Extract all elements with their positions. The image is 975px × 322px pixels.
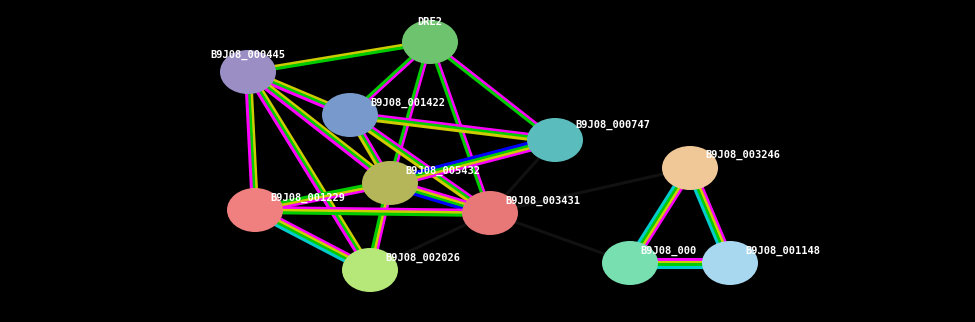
Text: B9J08_001422: B9J08_001422 <box>370 98 445 108</box>
Ellipse shape <box>662 146 718 190</box>
Text: B9J08_001148: B9J08_001148 <box>745 246 820 256</box>
Text: B9J08_003246: B9J08_003246 <box>705 150 780 160</box>
Text: B9J08_000445: B9J08_000445 <box>211 50 286 60</box>
Text: B9J08_003431: B9J08_003431 <box>505 196 580 206</box>
Text: B9J08_005432: B9J08_005432 <box>405 166 480 176</box>
Ellipse shape <box>220 50 276 94</box>
Ellipse shape <box>702 241 758 285</box>
Ellipse shape <box>462 191 518 235</box>
Text: B9J08_002026: B9J08_002026 <box>385 253 460 263</box>
Ellipse shape <box>602 241 658 285</box>
Ellipse shape <box>362 161 418 205</box>
Text: B9J08_001229: B9J08_001229 <box>270 193 345 203</box>
Text: B9J08_000: B9J08_000 <box>640 246 696 256</box>
Ellipse shape <box>527 118 583 162</box>
Ellipse shape <box>342 248 398 292</box>
Ellipse shape <box>402 20 458 64</box>
Ellipse shape <box>322 93 378 137</box>
Text: DRE2: DRE2 <box>417 17 443 27</box>
Text: B9J08_000747: B9J08_000747 <box>575 120 650 130</box>
Ellipse shape <box>227 188 283 232</box>
